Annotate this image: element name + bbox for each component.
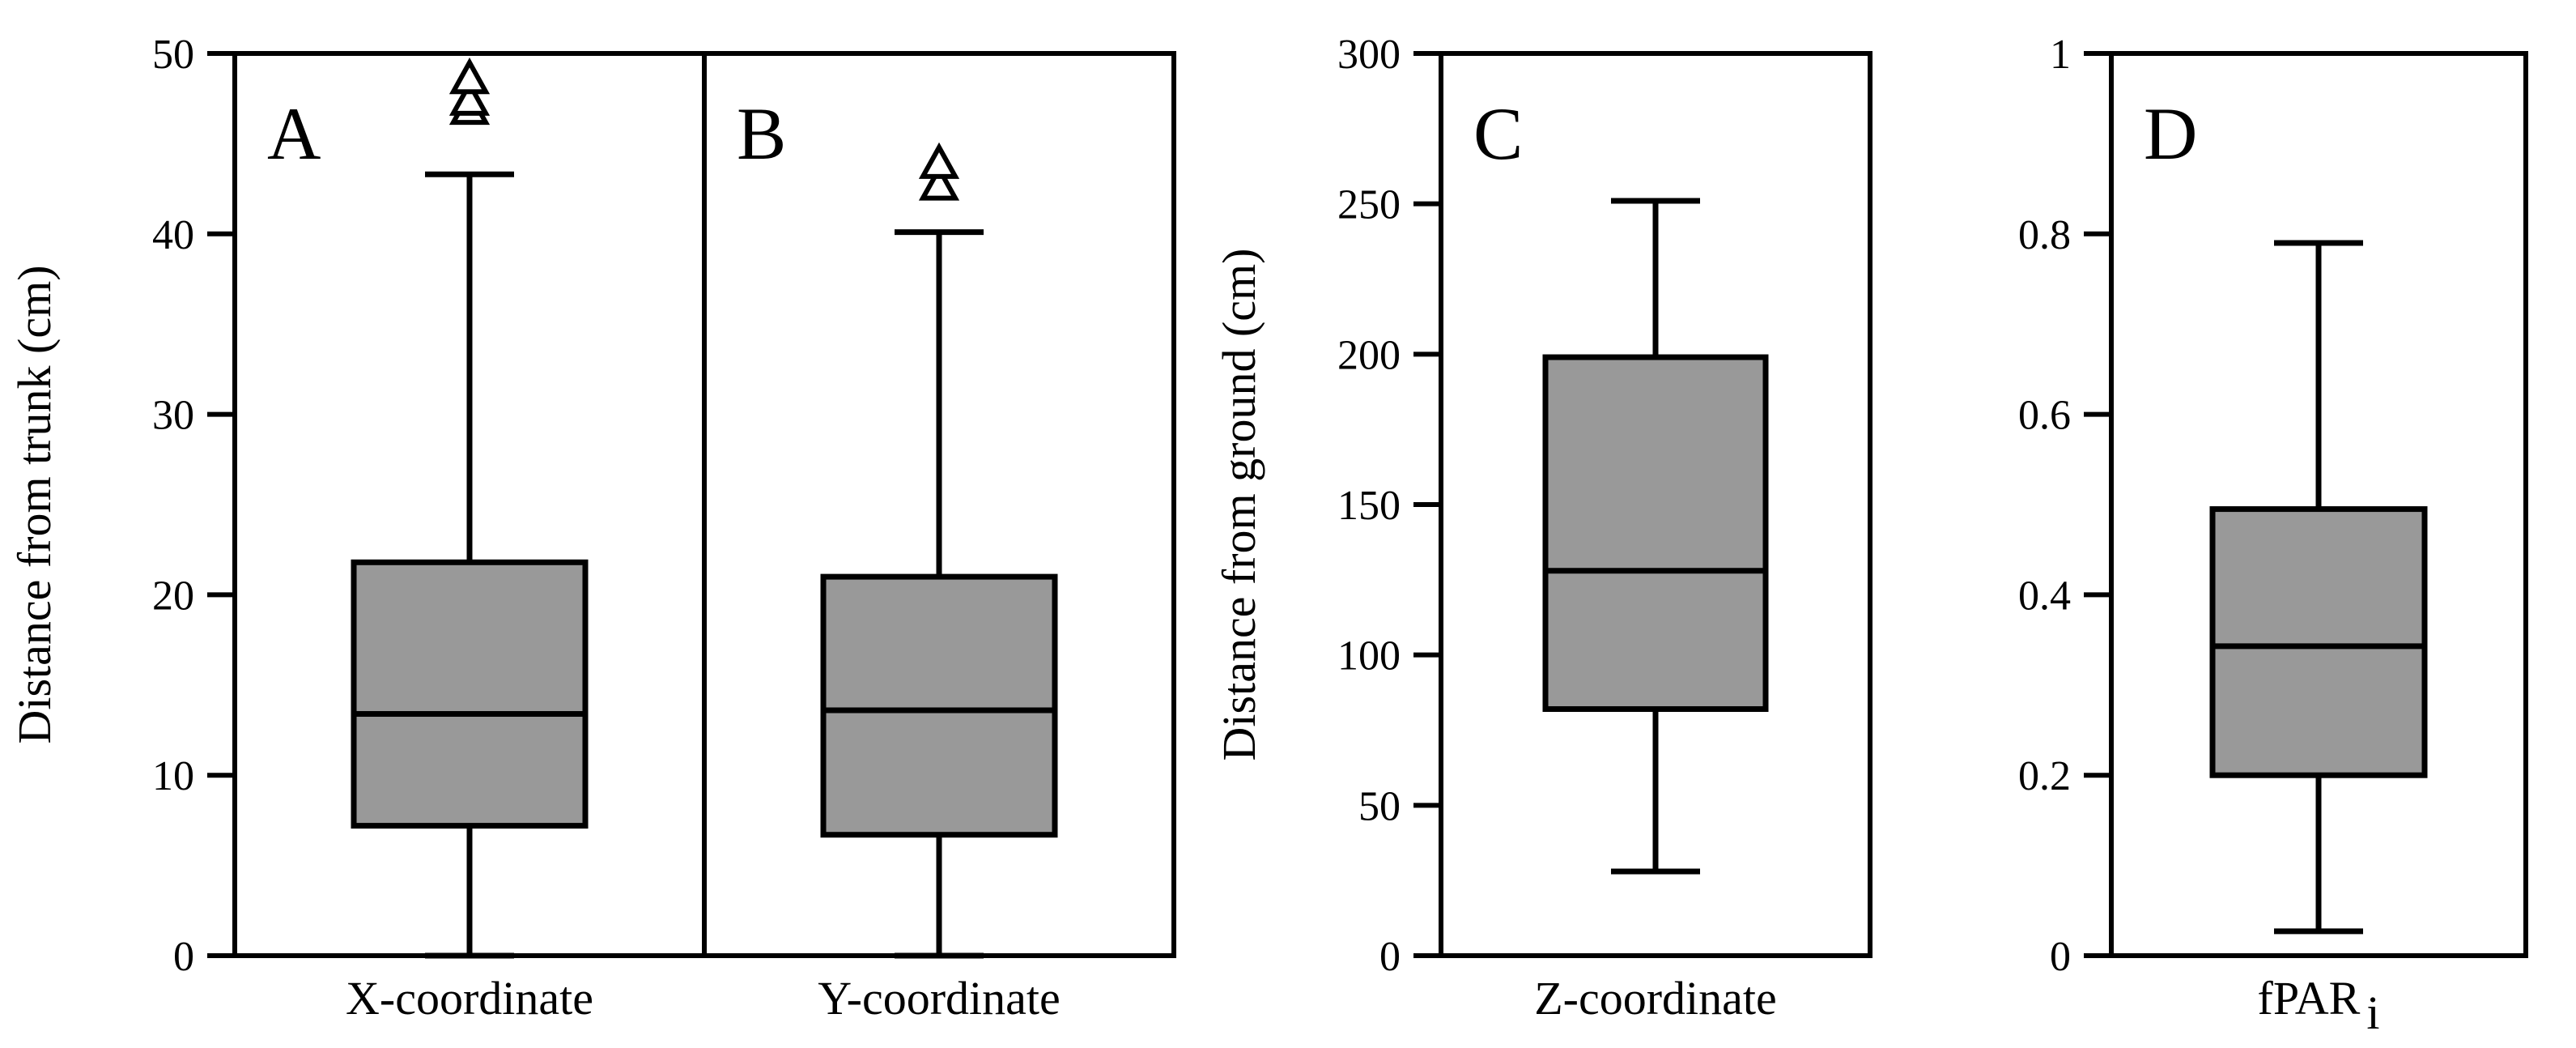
y-tick-label: 0 (173, 934, 194, 980)
x-category-label-text: fPAR (2258, 972, 2361, 1025)
panel-frame-d (2109, 51, 2528, 958)
y-tick-label: 1 (2050, 32, 2071, 78)
y-axis-title: Distance from trunk (cm) (8, 265, 61, 743)
y-axis-title: Distance from ground (cm) (1213, 249, 1265, 761)
y-tick-label: 0.2 (2018, 753, 2071, 799)
y-tick-label: 10 (152, 753, 194, 799)
x-category-subscript: i (2366, 986, 2379, 1039)
axes (207, 51, 2111, 958)
y-tick-label: 100 (1337, 633, 1401, 679)
y-tick-label: 50 (152, 32, 194, 78)
y-tick-label: 0.4 (2018, 573, 2071, 619)
iqr-box (820, 573, 1058, 838)
y-tick-label: 0.6 (2018, 393, 2071, 439)
y-tick-label: 300 (1337, 32, 1401, 78)
y-tick-label: 40 (152, 212, 194, 258)
x-category-label: Y-coordinate (818, 972, 1061, 1025)
x-category-label-text: X-coordinate (346, 972, 593, 1025)
panel-letter: B (737, 92, 786, 175)
y-tick-label: 30 (152, 393, 194, 439)
x-category-label: Z-coordinate (1534, 972, 1777, 1025)
outlier-point (918, 164, 960, 201)
y-tick-label: 200 (1337, 332, 1401, 378)
box-marks (351, 58, 2428, 959)
iqr-box (351, 559, 589, 829)
outlier-point (448, 79, 491, 116)
iqr-box (2209, 506, 2428, 778)
y-tick-label: 150 (1337, 483, 1401, 529)
y-tick-label: 0 (2050, 934, 2071, 980)
x-category-label: fPAR i (2258, 972, 2380, 1039)
outlier-point (918, 142, 960, 179)
y-tick-label: 0.8 (2018, 212, 2071, 258)
iqr-box (1542, 354, 1769, 713)
y-tick-label: 20 (152, 573, 194, 619)
x-category-label-text: Z-coordinate (1534, 972, 1777, 1025)
x-category-label-text: Y-coordinate (818, 972, 1061, 1025)
panel-letter: C (1473, 92, 1523, 175)
outlier-point (448, 58, 491, 95)
y-tick-label: 50 (1358, 783, 1401, 829)
panel-letter: A (267, 92, 321, 175)
y-tick-label: 0 (1379, 934, 1401, 980)
x-category-label: X-coordinate (346, 972, 593, 1025)
panel-letter: D (2144, 92, 2197, 175)
y-tick-label: 250 (1337, 182, 1401, 228)
